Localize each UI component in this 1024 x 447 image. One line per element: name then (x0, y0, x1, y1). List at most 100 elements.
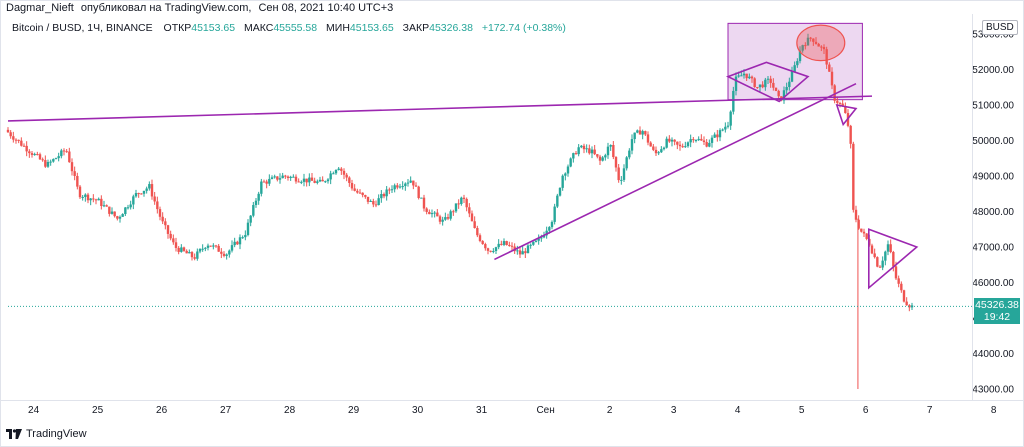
candle-body (593, 149, 596, 155)
candle-body (806, 37, 810, 46)
candle-body (30, 153, 34, 155)
candle-body (246, 222, 250, 235)
candle-body (318, 179, 322, 182)
candle-body (65, 151, 68, 153)
candle-body (230, 245, 234, 251)
candle-body (710, 137, 714, 143)
candle-body (68, 151, 71, 163)
triangle-pattern (867, 228, 919, 290)
candle-body (188, 252, 191, 254)
open-value: 45153.65 (191, 22, 236, 34)
symbol-title[interactable]: Bitcoin / BUSD, 1Ч, BINANCE (12, 22, 153, 34)
published-date: Сен 08, 2021 10:40 UTC+3 (258, 2, 394, 14)
candle-body (566, 166, 570, 174)
candle-body (870, 245, 874, 254)
candle-body (436, 212, 439, 217)
candle-body (844, 106, 847, 114)
candle-body (726, 125, 730, 127)
candle-body (342, 170, 346, 175)
candle-body (556, 195, 559, 207)
candle-body (153, 196, 156, 202)
candle-body (502, 241, 506, 245)
candle-body (422, 197, 426, 209)
high-value: 45555.58 (273, 22, 318, 34)
candle-body (372, 200, 375, 205)
candle-body (145, 188, 148, 191)
candle-body (430, 213, 434, 215)
candle-body (596, 154, 599, 157)
candle-body (140, 193, 143, 195)
candle-body (28, 151, 31, 154)
candle-body (838, 102, 842, 104)
candle-body (452, 211, 455, 213)
candle-body (92, 198, 95, 200)
candle-body (265, 181, 268, 184)
candle-body (129, 204, 132, 208)
candle-body (305, 178, 308, 183)
candle-body (236, 241, 239, 245)
candle-body (908, 305, 911, 308)
price-tick-label: 48000.00 (972, 207, 1014, 218)
candle-body (204, 247, 207, 249)
price-tick-label: 43000.00 (972, 385, 1014, 396)
tradingview-brand[interactable]: TradingView (26, 428, 87, 440)
currency-badge[interactable]: BUSD (982, 20, 1018, 35)
candle-body (313, 180, 316, 183)
candle-body (316, 181, 319, 183)
price-axis[interactable]: 43000.0044000.0045000.0046000.0047000.00… (972, 30, 1014, 396)
candle-body (830, 71, 834, 86)
candle-body (454, 203, 458, 212)
candle-body (377, 198, 380, 206)
candle-body (310, 177, 314, 181)
candle-body (729, 111, 732, 126)
candle-body (756, 87, 759, 89)
candle-body (764, 79, 767, 88)
candle-body (20, 140, 23, 146)
candle-body (254, 200, 258, 205)
candle-body (121, 214, 124, 217)
candle-body (766, 78, 770, 80)
candle-body (833, 85, 836, 101)
candle-body (516, 250, 519, 252)
candle-body (801, 45, 804, 51)
candle-body (873, 253, 876, 258)
candle-body (174, 242, 178, 248)
author-name[interactable]: Dagmar_Nieft (6, 2, 74, 14)
candle-body (252, 205, 255, 216)
candle-body (630, 139, 634, 151)
candle-body (393, 185, 396, 190)
candle-body (225, 254, 228, 256)
candle-body (249, 215, 252, 223)
candle-body (750, 76, 754, 79)
candle-body (897, 278, 900, 284)
candle-body (161, 216, 164, 222)
candle-body (668, 138, 671, 142)
candle-body (529, 244, 532, 246)
candle-body (276, 176, 279, 180)
time-tick-label: 27 (220, 405, 232, 416)
time-axis[interactable]: 24 25 26 27 28 29 30 31 Сен 2 3 4 5 6 7 8 (28, 405, 997, 416)
candle-body (532, 241, 535, 245)
candle-body (665, 138, 668, 148)
candle-body (326, 179, 330, 182)
candle-body (33, 154, 36, 156)
candle-body (852, 143, 855, 210)
candle-body (292, 176, 295, 178)
candle-body (692, 139, 695, 141)
candle-body (604, 155, 607, 158)
candle-body (438, 216, 442, 222)
candle-body (217, 245, 220, 252)
candles (6, 33, 914, 389)
candle-body (796, 61, 799, 66)
candle-body (606, 146, 610, 156)
time-tick-label: 4 (735, 405, 741, 416)
candle-body (94, 199, 98, 201)
candle-body (348, 177, 351, 183)
candle-body (486, 248, 490, 251)
candle-body (569, 158, 572, 167)
candle-body (134, 193, 138, 197)
candle-body (294, 176, 298, 182)
candle-body (182, 247, 186, 251)
candle-body (577, 147, 580, 155)
